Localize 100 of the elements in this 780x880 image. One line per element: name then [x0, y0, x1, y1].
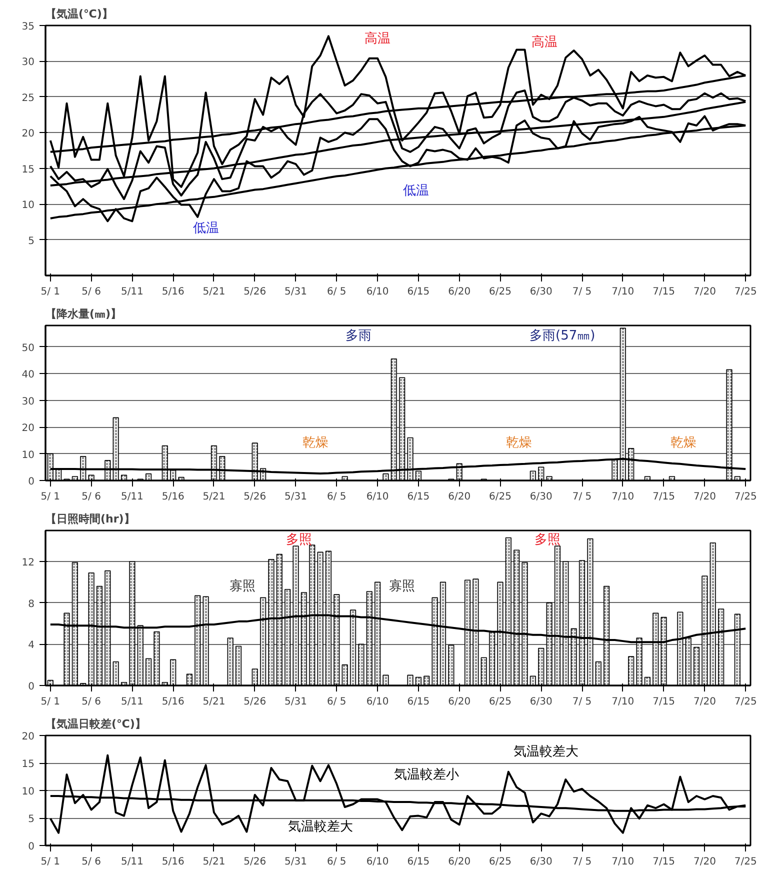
- x-tick-label: 7/25: [734, 696, 757, 708]
- x-tick-label: 6/ 5: [327, 856, 346, 868]
- x-tick-label: 6/30: [530, 492, 552, 502]
- x-tick-label: 7/ 5: [572, 286, 592, 298]
- x-tick-label: 6/25: [489, 286, 512, 298]
- x-tick-label: 5/31: [284, 492, 308, 502]
- y-tick-label: 20: [22, 423, 35, 434]
- annotation: 乾燥: [302, 436, 328, 451]
- y-tick-label: 12: [22, 558, 35, 568]
- x-tick-label: 7/25: [734, 856, 757, 868]
- x-tick-label: 5/11: [120, 696, 144, 708]
- x-tick-label: 7/20: [693, 856, 716, 868]
- annotation: 高温: [364, 30, 391, 47]
- x-tick-label: 7/ 5: [572, 856, 592, 868]
- annotation: 高温: [531, 34, 558, 50]
- x-tick-label: 6/25: [489, 492, 512, 502]
- x-tick-label: 5/ 1: [40, 856, 60, 868]
- y-tick-label: 15: [22, 759, 35, 770]
- x-tick-label: 5/ 1: [40, 286, 60, 298]
- y-tick-label: 4: [28, 640, 35, 652]
- x-tick-label: 5/ 6: [82, 286, 101, 298]
- x-tick-label: 6/10: [366, 696, 389, 708]
- x-tick-label: 7/25: [734, 286, 757, 298]
- x-tick-label: 6/30: [530, 856, 552, 868]
- x-tick-label: 6/30: [530, 696, 552, 708]
- x-tick-label: 6/10: [366, 492, 389, 502]
- y-tick-label: 10: [22, 200, 35, 212]
- y-tick-label: 0: [28, 682, 35, 692]
- x-tick-label: 7/10: [612, 286, 634, 298]
- x-tick-label: 7/15: [652, 492, 676, 502]
- x-tick-label: 5/16: [162, 492, 184, 502]
- x-tick-label: 5/11: [120, 856, 144, 868]
- x-tick-label: 6/20: [448, 696, 471, 708]
- x-tick-label: 5/31: [284, 856, 308, 868]
- y-tick-label: 30: [22, 396, 35, 408]
- x-tick-label: 5/11: [120, 286, 144, 298]
- x-tick-label: 7/20: [693, 492, 716, 502]
- x-tick-label: 6/25: [489, 856, 512, 868]
- x-tick-label: 7/10: [612, 492, 634, 502]
- y-tick-label: 30: [22, 57, 35, 68]
- y-tick-label: 20: [22, 732, 35, 742]
- x-tick-label: 7/20: [693, 696, 716, 708]
- chart-title: 【日照時間(hr)】: [46, 512, 135, 526]
- x-tick-label: 5/21: [202, 492, 226, 502]
- x-tick-label: 5/ 6: [82, 492, 101, 502]
- y-tick-label: 5: [28, 814, 35, 825]
- x-tick-label: 5/ 6: [82, 856, 101, 868]
- y-tick-label: 35: [22, 22, 35, 32]
- x-tick-label: 6/20: [448, 492, 471, 502]
- x-tick-label: 5/16: [162, 856, 184, 868]
- x-tick-label: 5/16: [162, 696, 184, 708]
- x-tick-label: 6/20: [448, 286, 471, 298]
- x-tick-label: 6/ 5: [327, 286, 346, 298]
- annotation: 気温較差大: [288, 819, 353, 834]
- x-tick-label: 6/20: [448, 856, 471, 868]
- x-tick-label: 7/10: [612, 696, 634, 708]
- annotation: 多照: [286, 532, 312, 548]
- x-tick-label: 5/26: [244, 286, 266, 298]
- x-tick-label: 7/15: [652, 856, 676, 868]
- x-tick-label: 5/31: [284, 696, 308, 708]
- x-tick-label: 5/26: [244, 696, 266, 708]
- annotation: 寡照: [230, 578, 256, 594]
- x-tick-label: 7/10: [612, 856, 634, 868]
- chart-title: 【気温日較差(℃)】: [46, 718, 146, 730]
- annotation: 多照: [534, 532, 561, 548]
- x-tick-label: 5/31: [284, 286, 308, 298]
- x-tick-label: 7/25: [734, 492, 757, 502]
- x-tick-label: 6/ 5: [327, 696, 346, 708]
- y-tick-label: 25: [22, 92, 35, 104]
- x-tick-label: 6/10: [366, 286, 389, 298]
- annotation: 低温: [402, 184, 429, 199]
- x-tick-label: 5/ 1: [40, 492, 60, 502]
- y-tick-label: 40: [22, 370, 35, 381]
- x-tick-label: 5/21: [202, 286, 226, 298]
- x-tick-label: 7/15: [652, 286, 676, 298]
- y-tick-label: 15: [22, 164, 35, 176]
- annotation: 気温較差大: [514, 744, 579, 760]
- y-tick-label: 0: [28, 842, 35, 852]
- x-tick-label: 6/15: [407, 286, 430, 298]
- y-tick-label: 0: [28, 476, 35, 488]
- y-tick-label: 5: [28, 236, 35, 247]
- annotation: 低温: [192, 220, 219, 236]
- annotation: 寡照: [389, 578, 416, 594]
- annotation: 気温較差小: [394, 768, 460, 783]
- x-tick-label: 5/26: [244, 492, 266, 502]
- x-tick-label: 5/11: [120, 492, 144, 502]
- annotation: 乾燥: [506, 436, 532, 451]
- x-tick-label: 5/21: [202, 696, 226, 708]
- annotation: 多雨(57㎜): [530, 328, 596, 344]
- x-tick-label: 6/15: [407, 696, 430, 708]
- x-tick-label: 6/25: [489, 696, 512, 708]
- y-tick-label: 8: [28, 598, 35, 610]
- x-tick-label: 7/ 5: [572, 696, 592, 708]
- x-tick-label: 6/30: [530, 286, 552, 298]
- x-tick-label: 7/ 5: [572, 492, 592, 502]
- chart-title: 【気温(℃)】: [46, 8, 113, 20]
- annotation: 多雨: [346, 328, 372, 344]
- annotation: 乾燥: [670, 436, 696, 451]
- x-tick-label: 6/15: [407, 856, 430, 868]
- x-tick-label: 5/26: [244, 856, 266, 868]
